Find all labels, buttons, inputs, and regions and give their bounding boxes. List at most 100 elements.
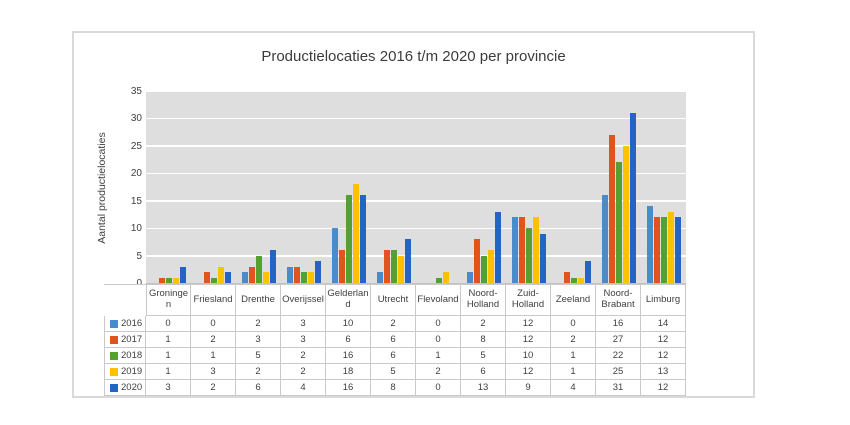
y-tick-label: 0 — [112, 279, 142, 289]
bar-group-friesland — [191, 92, 236, 283]
bar-group-groningen — [146, 92, 191, 283]
bar-2018-zeeland — [570, 277, 577, 283]
bar-2016-drenthe — [241, 272, 248, 283]
bar-2020-overijssel — [314, 261, 321, 283]
value-cell-2016-noord-brabant: 16 — [596, 316, 641, 332]
value-cell-2016-noord-holland: 2 — [461, 316, 506, 332]
chart-panel: Productielocaties 2016 t/m 2020 per prov… — [72, 31, 755, 398]
value-cell-2020-noord-brabant: 31 — [596, 380, 641, 396]
bar-2016-zuid-holland — [511, 217, 518, 283]
series-year-label: 2018 — [121, 350, 143, 361]
bar-2018-friesland — [210, 277, 217, 283]
table-row-2016: 2016 0 0 2 3 10 2 0 2 12 0 16 14 — [104, 316, 686, 332]
bar-2019-zeeland — [577, 277, 584, 283]
gridline-10 — [146, 227, 686, 230]
bar-2019-noord-brabant — [622, 145, 629, 283]
bar-2019-flevoland — [442, 272, 449, 283]
legend-cell-2019: 2019 — [104, 364, 146, 380]
value-cell-2017-zeeland: 2 — [551, 332, 596, 348]
value-cell-2016-zeeland: 0 — [551, 316, 596, 332]
value-cell-2020-flevoland: 0 — [416, 380, 461, 396]
bar-2020-gelderland — [359, 195, 366, 283]
bar-group-drenthe — [236, 92, 281, 283]
bar-group-noord-holland — [461, 92, 506, 283]
value-cell-2016-limburg: 14 — [641, 316, 686, 332]
bar-2019-overijssel — [307, 272, 314, 283]
bar-2018-groningen — [165, 277, 172, 283]
y-tick-label: 30 — [130, 113, 142, 125]
value-cell-2020-utrecht: 8 — [371, 380, 416, 396]
legend-color-swatch-2016 — [110, 319, 118, 328]
value-cell-2019-gelderland: 18 — [326, 364, 371, 380]
legend-color-swatch-2017 — [110, 335, 118, 344]
bar-2020-zuid-holland — [539, 233, 546, 283]
y-tick-label: 5 — [136, 250, 142, 262]
bar-2020-zeeland — [584, 261, 591, 283]
bar-2020-friesland — [224, 272, 231, 283]
bar-group-noord-brabant — [596, 92, 641, 283]
bar-2017-limburg — [653, 217, 660, 283]
value-cell-2017-overijssel: 3 — [281, 332, 326, 348]
bar-2017-drenthe — [248, 266, 255, 283]
value-cell-2017-flevoland: 0 — [416, 332, 461, 348]
y-tick-label: 15 — [130, 195, 142, 207]
value-cell-2018-utrecht: 6 — [371, 348, 416, 364]
gridline-25 — [146, 145, 686, 147]
value-cell-2017-limburg: 12 — [641, 332, 686, 348]
value-cell-2017-groningen: 1 — [146, 332, 191, 348]
series-year-label: 2017 — [121, 334, 143, 345]
y-tick-label: 25 — [130, 140, 142, 152]
value-cell-2018-limburg: 12 — [641, 348, 686, 364]
bar-2016-utrecht — [376, 272, 383, 283]
bar-2019-zuid-holland — [532, 217, 539, 283]
gridline-20 — [146, 172, 686, 175]
value-cell-2016-zuid-holland: 12 — [506, 316, 551, 332]
gridline-5 — [146, 255, 686, 257]
bar-group-flevoland — [416, 92, 461, 283]
value-cell-2016-overijssel: 3 — [281, 316, 326, 332]
value-cell-2020-zeeland: 4 — [551, 380, 596, 396]
value-cell-2018-overijssel: 2 — [281, 348, 326, 364]
bar-group-zuid-holland — [506, 92, 551, 283]
bar-2017-groningen — [158, 277, 165, 283]
legend-cell-2017: 2017 — [104, 332, 146, 348]
value-cell-2018-zeeland: 1 — [551, 348, 596, 364]
series-year-label: 2020 — [121, 382, 143, 393]
value-cell-2016-drenthe: 2 — [236, 316, 281, 332]
y-tick-label: 35 — [130, 86, 142, 97]
table-row-2018: 2018 1 1 5 2 16 6 1 5 10 1 22 12 — [104, 348, 686, 364]
bar-2019-drenthe — [262, 272, 269, 283]
value-cell-2019-noord-holland: 6 — [461, 364, 506, 380]
bar-2020-limburg — [674, 217, 681, 283]
legend-cell-2020: 2020 — [104, 380, 146, 396]
bar-2017-overijssel — [293, 266, 300, 283]
table-row-2020: 2020 3 2 6 4 16 8 0 13 9 4 31 12 — [104, 380, 686, 396]
bar-2019-utrecht — [397, 255, 404, 283]
legend-color-swatch-2020 — [110, 383, 118, 392]
value-cell-2019-noord-brabant: 25 — [596, 364, 641, 380]
bar-2018-zuid-holland — [525, 228, 532, 283]
value-cell-2019-friesland: 3 — [191, 364, 236, 380]
value-cell-2020-noord-holland: 13 — [461, 380, 506, 396]
value-cell-2019-flevoland: 2 — [416, 364, 461, 380]
value-cell-2016-groningen: 0 — [146, 316, 191, 332]
value-cell-2016-friesland: 0 — [191, 316, 236, 332]
bar-2018-limburg — [660, 217, 667, 283]
bar-group-gelderland — [326, 92, 371, 283]
bar-2018-gelderland — [345, 195, 352, 283]
value-cell-2020-groningen: 3 — [146, 380, 191, 396]
category-header-cell: Zuid-Holland — [506, 284, 551, 316]
bar-2016-gelderland — [331, 228, 338, 283]
bar-2018-overijssel — [300, 272, 307, 283]
table-corner-cell — [104, 284, 146, 316]
bar-2019-groningen — [172, 277, 179, 283]
category-header-cell: Gelderland — [326, 284, 371, 316]
bar-2016-noord-holland — [466, 272, 473, 283]
bar-2017-zuid-holland — [518, 217, 525, 283]
bar-2016-limburg — [646, 206, 653, 283]
value-cell-2017-noord-holland: 8 — [461, 332, 506, 348]
value-cell-2020-gelderland: 16 — [326, 380, 371, 396]
bar-2018-utrecht — [390, 250, 397, 283]
bar-group-utrecht — [371, 92, 416, 283]
bar-2019-friesland — [217, 266, 224, 283]
